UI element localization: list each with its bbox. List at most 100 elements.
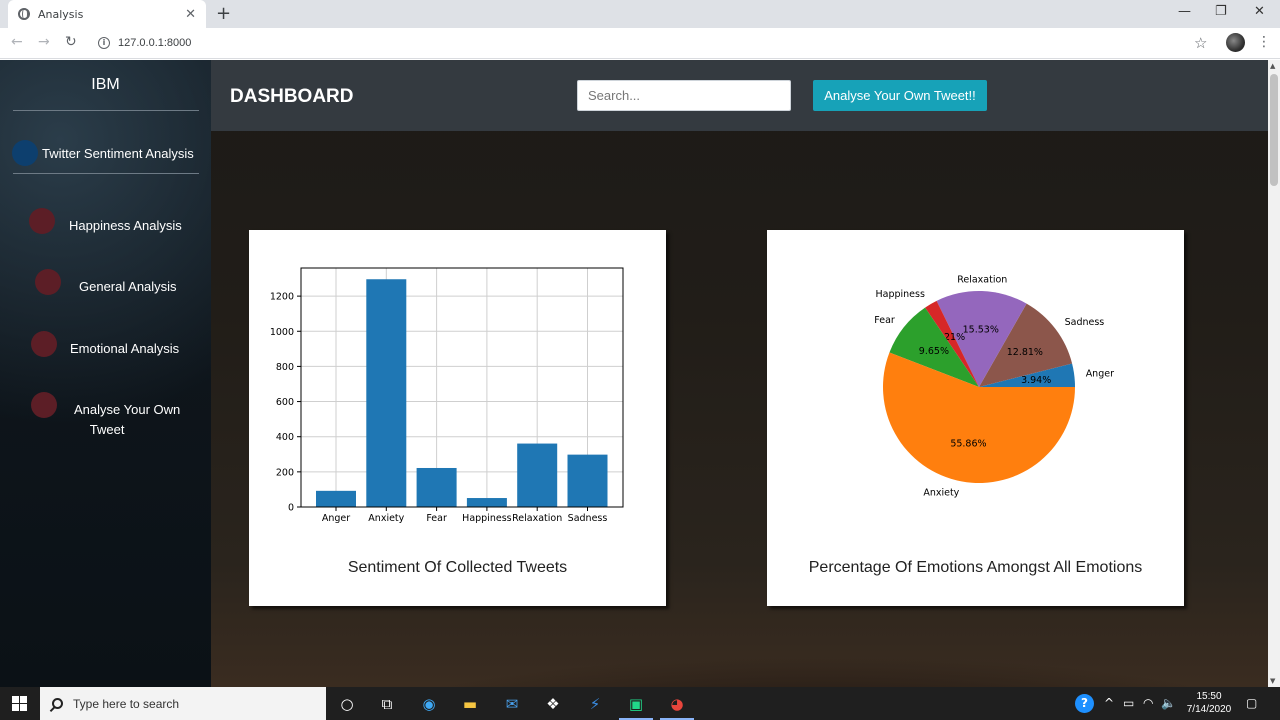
sidebar-item-twitter-sentiment[interactable]: Twitter Sentiment Analysis [12,132,194,166]
circle-icon [35,269,61,295]
slice-label: Fear [874,315,895,326]
wifi-icon[interactable]: ◠ [1143,696,1154,710]
sidebar: IBM Twitter Sentiment Analysis Happiness… [0,60,211,687]
chrome-icon[interactable]: ◕ [670,695,684,713]
browser-tab-strip: Analysis ✕ + — ❐ ✕ [0,0,1280,28]
y-tick-label: 0 [288,503,294,514]
new-tab-icon[interactable]: + [216,3,232,24]
forward-icon[interactable]: → [38,34,50,50]
y-tick-label: 600 [276,397,294,408]
battery-icon[interactable]: ▭ [1123,696,1135,710]
bookmark-star-icon[interactable]: ☆ [1194,34,1208,52]
y-tick-label: 1000 [270,327,294,338]
pie-slice [979,363,1075,387]
slice-percent-label: 3.94% [1021,375,1051,386]
windows-start-icon[interactable] [12,696,28,712]
page-scrollbar[interactable]: ▲ ▼ [1268,60,1280,687]
minimize-icon[interactable]: — [1178,4,1191,19]
maximize-icon[interactable]: ❐ [1215,4,1227,19]
mail-icon[interactable]: ✉ [505,695,519,713]
taskbar-search[interactable]: Type here to search [40,687,326,720]
bar [316,490,356,507]
sidebar-item-label: Happiness Analysis [69,218,182,233]
notification-icon[interactable]: ▢ [1246,696,1258,710]
x-tick-label: Anger [322,513,350,524]
y-tick-label: 800 [276,362,294,373]
url-field[interactable]: i 127.0.0.1:8000 [90,31,1220,55]
profile-avatar[interactable] [1226,33,1245,52]
sidebar-divider [13,173,199,174]
page-viewport: IBM Twitter Sentiment Analysis Happiness… [0,60,1268,687]
globe-icon [18,8,30,20]
sidebar-item-emotional[interactable]: Emotional Analysis [31,331,179,359]
info-icon[interactable]: i [98,37,110,49]
tab-title: Analysis [38,7,84,21]
circle-icon [31,331,57,357]
browser-tab[interactable]: Analysis ✕ [8,0,206,28]
x-tick-label: Sadness [568,513,608,524]
sidebar-item-analyse-own[interactable]: Analyse Your Own Tweet [31,392,180,440]
pie-slice [883,352,1075,483]
bar [366,279,407,507]
sidebar-item-label: Emotional Analysis [70,341,180,356]
back-icon[interactable]: ← [11,34,23,50]
tab-close-icon[interactable]: ✕ [185,6,196,22]
slice-percent-label: 55.86% [950,439,986,450]
visual-studio-icon[interactable]: ⚡ [589,695,601,713]
bar-chart: 0 200 400 600 800 1000 1200 Anger Anxiety Fear Hap… [270,267,624,524]
top-navbar: DASHBOARD Analyse Your Own Tweet!! [211,60,1268,131]
slice-label: Anger [1086,369,1114,380]
slice-percent-label: 12.81% [1007,347,1043,358]
y-tick-label: 400 [276,432,294,443]
slice-label: Happiness [876,289,925,300]
active-app-indicator [660,718,694,720]
window-close-icon[interactable]: ✕ [1254,4,1265,19]
sidebar-item-label: General Analysis [79,279,177,294]
x-tick-label: Anxiety [368,513,404,524]
y-tick-label: 1200 [270,292,294,303]
page-title: DASHBOARD [230,86,354,107]
cortana-icon[interactable]: ○ [340,695,354,713]
volume-icon[interactable]: 🔈 [1161,696,1176,710]
bar [567,454,608,507]
pie-slice [979,303,1073,387]
bar [517,443,558,507]
dropbox-icon[interactable]: ❖ [546,695,560,713]
search-icon [49,695,66,712]
taskbar-clock[interactable]: 15:50 7/14/2020 [1186,691,1232,715]
pie-slice [925,300,979,387]
pycharm-icon[interactable]: ▣ [628,695,644,713]
scroll-down-icon[interactable]: ▼ [1270,677,1276,685]
x-tick-label: Happiness [462,513,511,524]
card-title: Sentiment Of Collected Tweets [347,559,568,576]
reload-icon[interactable]: ↻ [65,34,77,50]
scroll-up-icon[interactable]: ▲ [1270,62,1276,70]
brand-logo[interactable]: IBM [91,76,120,93]
chevron-up-icon[interactable]: ^ [1104,696,1115,710]
address-bar: ← → ↻ i 127.0.0.1:8000 ☆ ⋮ [0,28,1280,59]
edge-browser-icon[interactable]: ◉ [422,695,436,713]
bar [416,467,457,507]
sidebar-item-general[interactable]: General Analysis [35,269,177,297]
x-tick-label: Fear [426,513,447,524]
task-view-icon[interactable]: ⧉ [381,695,393,713]
search-input[interactable] [577,80,791,111]
slice-label: Relaxation [957,275,1007,286]
scroll-thumb[interactable] [1270,74,1278,186]
pie-chart: Anger 3.94% Sadness 12.81% Relaxation 15.53% H… [874,275,1114,499]
sidebar-divider [13,110,199,111]
slice-percent-label: 9.65% [919,346,949,357]
browser-menu-icon[interactable]: ⋮ [1257,34,1271,50]
analyse-tweet-button[interactable]: Analyse Your Own Tweet!! [813,80,987,111]
bar [466,498,507,507]
url-text: 127.0.0.1:8000 [118,37,192,49]
sidebar-item-happiness[interactable]: Happiness Analysis [29,208,182,236]
sidebar-item-label: Twitter Sentiment Analysis [42,145,194,161]
file-explorer-icon[interactable]: ▬ [462,695,478,713]
emotion-chart-card: Anger 3.94% Sadness 12.81% Relaxation 15.53% H… [767,230,1184,606]
slice-percent-label: 15.53% [963,324,999,335]
slice-percent-label: 2.21% [935,332,965,343]
sentiment-chart-card: 0 200 400 600 800 1000 1200 Anger Anxiety Fear Hap… [249,230,666,606]
help-icon[interactable]: ? [1075,694,1094,713]
pie-slice [889,307,979,387]
